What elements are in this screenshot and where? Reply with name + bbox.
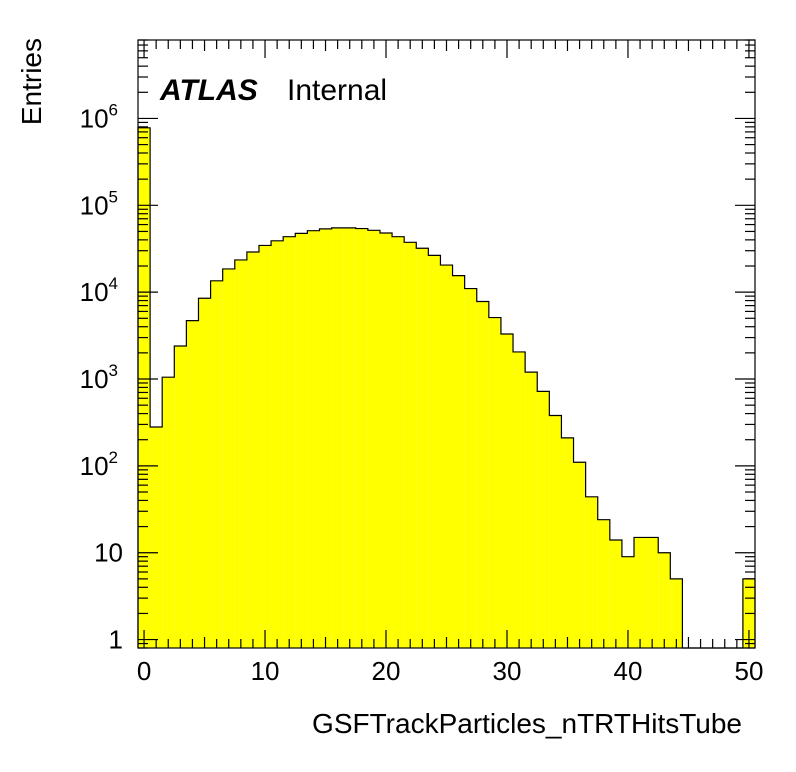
histogram-bar bbox=[343, 227, 356, 648]
histogram-bar bbox=[392, 236, 405, 648]
y-tick-label: 106 bbox=[80, 100, 118, 133]
y-tick-labels: 1 10 102 103 104 105 106 bbox=[80, 100, 123, 654]
histogram-bar bbox=[319, 228, 332, 649]
histogram-bar bbox=[162, 377, 175, 648]
histogram-bar bbox=[658, 552, 671, 648]
histogram-bar bbox=[331, 227, 344, 648]
histogram-bar bbox=[186, 320, 199, 648]
histogram-bar bbox=[573, 462, 586, 648]
histogram-bar bbox=[537, 391, 550, 648]
y-axis-title: Entries bbox=[16, 38, 47, 125]
y-tick-label: 105 bbox=[80, 187, 118, 220]
histogram-bar bbox=[440, 265, 453, 648]
histogram-bar bbox=[670, 578, 683, 648]
histogram-bar bbox=[585, 496, 598, 648]
histogram-bar bbox=[513, 351, 526, 648]
x-tick-label: 50 bbox=[734, 656, 763, 686]
histogram-bar bbox=[222, 268, 235, 648]
histogram-bar bbox=[452, 275, 465, 648]
histogram-bar bbox=[234, 259, 247, 648]
x-tick-label: 0 bbox=[137, 656, 151, 686]
histogram-bar bbox=[271, 240, 284, 648]
y-tick-label: 104 bbox=[80, 274, 118, 307]
histogram-bar bbox=[307, 230, 320, 648]
x-tick-label: 30 bbox=[493, 656, 522, 686]
histogram-bar bbox=[210, 280, 223, 648]
histogram-bar bbox=[609, 540, 622, 648]
x-tick-labels: 0 10 20 30 40 50 bbox=[137, 656, 764, 686]
histogram-bar bbox=[258, 245, 272, 648]
histogram-bar bbox=[549, 415, 562, 648]
x-tick-label: 10 bbox=[251, 656, 280, 686]
histogram-bar bbox=[597, 519, 610, 648]
histogram-bar bbox=[198, 298, 211, 648]
histogram-bar bbox=[174, 345, 187, 648]
histogram-bar bbox=[428, 255, 441, 648]
x-tick-label: 20 bbox=[372, 656, 401, 686]
internal-label: Internal bbox=[287, 74, 387, 107]
y-tick-label: 102 bbox=[80, 448, 118, 481]
histogram-bar bbox=[367, 230, 380, 648]
histogram-bar bbox=[621, 556, 635, 648]
histogram-bar bbox=[355, 228, 368, 648]
histogram-bar bbox=[634, 537, 647, 648]
histogram-bar bbox=[646, 537, 659, 648]
histogram-bar bbox=[150, 427, 163, 648]
y-tick-label: 1 bbox=[109, 625, 123, 655]
x-axis-title: GSFTrackParticles_nTRTHitsTube bbox=[312, 708, 742, 739]
atlas-label: ATLAS bbox=[159, 74, 258, 107]
y-tick-label: 103 bbox=[80, 361, 118, 394]
histogram-bar bbox=[464, 288, 477, 648]
x-tick-label: 40 bbox=[614, 656, 643, 686]
histogram-outline bbox=[137, 127, 756, 649]
histogram-bar bbox=[246, 251, 259, 649]
histogram-bar bbox=[404, 242, 417, 648]
histogram-bar bbox=[295, 233, 308, 649]
histogram-bar bbox=[283, 236, 296, 648]
histogram-bar bbox=[416, 248, 429, 649]
histogram-bar bbox=[379, 232, 393, 648]
histogram-bar bbox=[488, 317, 501, 648]
histogram-bar bbox=[561, 437, 574, 648]
histogram-bar bbox=[500, 333, 514, 648]
histogram-bars bbox=[138, 127, 755, 649]
histogram-bar bbox=[525, 372, 538, 648]
y-tick-label: 10 bbox=[94, 538, 123, 568]
axis-ticks bbox=[138, 39, 755, 649]
histogram-bar bbox=[476, 301, 489, 648]
